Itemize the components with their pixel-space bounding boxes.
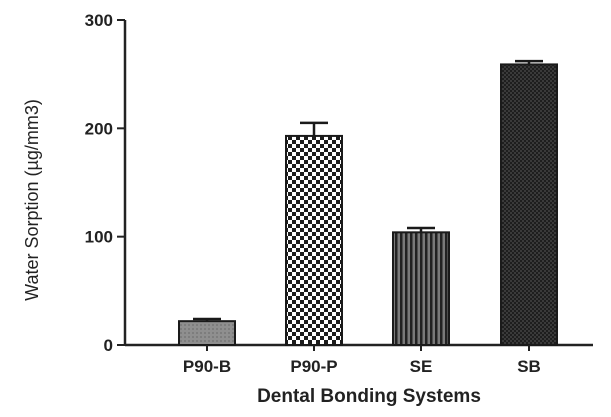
bar-se: [392, 231, 450, 346]
x-category-label: P90-B: [183, 357, 231, 376]
bars-group: [178, 59, 558, 347]
x-category-label: P90-P: [290, 357, 337, 376]
x-category-label: SE: [410, 357, 433, 376]
y-tick-label: 100: [85, 228, 113, 247]
y-axis-ticks: 0 100 200 300: [85, 11, 125, 355]
x-axis-category-labels: P90-B P90-P SE SB: [183, 345, 541, 376]
x-axis-title: Dental Bonding Systems: [257, 386, 481, 407]
x-category-label: SB: [517, 357, 541, 376]
y-axis-title: Water Sorption (µg/mm3): [22, 99, 42, 301]
y-tick-label: 300: [85, 11, 113, 30]
bar-sb: [500, 63, 558, 347]
bar-p90-p: [285, 134, 343, 346]
y-tick-label: 200: [85, 119, 113, 138]
bar-p90-b: [178, 320, 236, 346]
y-tick-label: 0: [104, 336, 113, 355]
